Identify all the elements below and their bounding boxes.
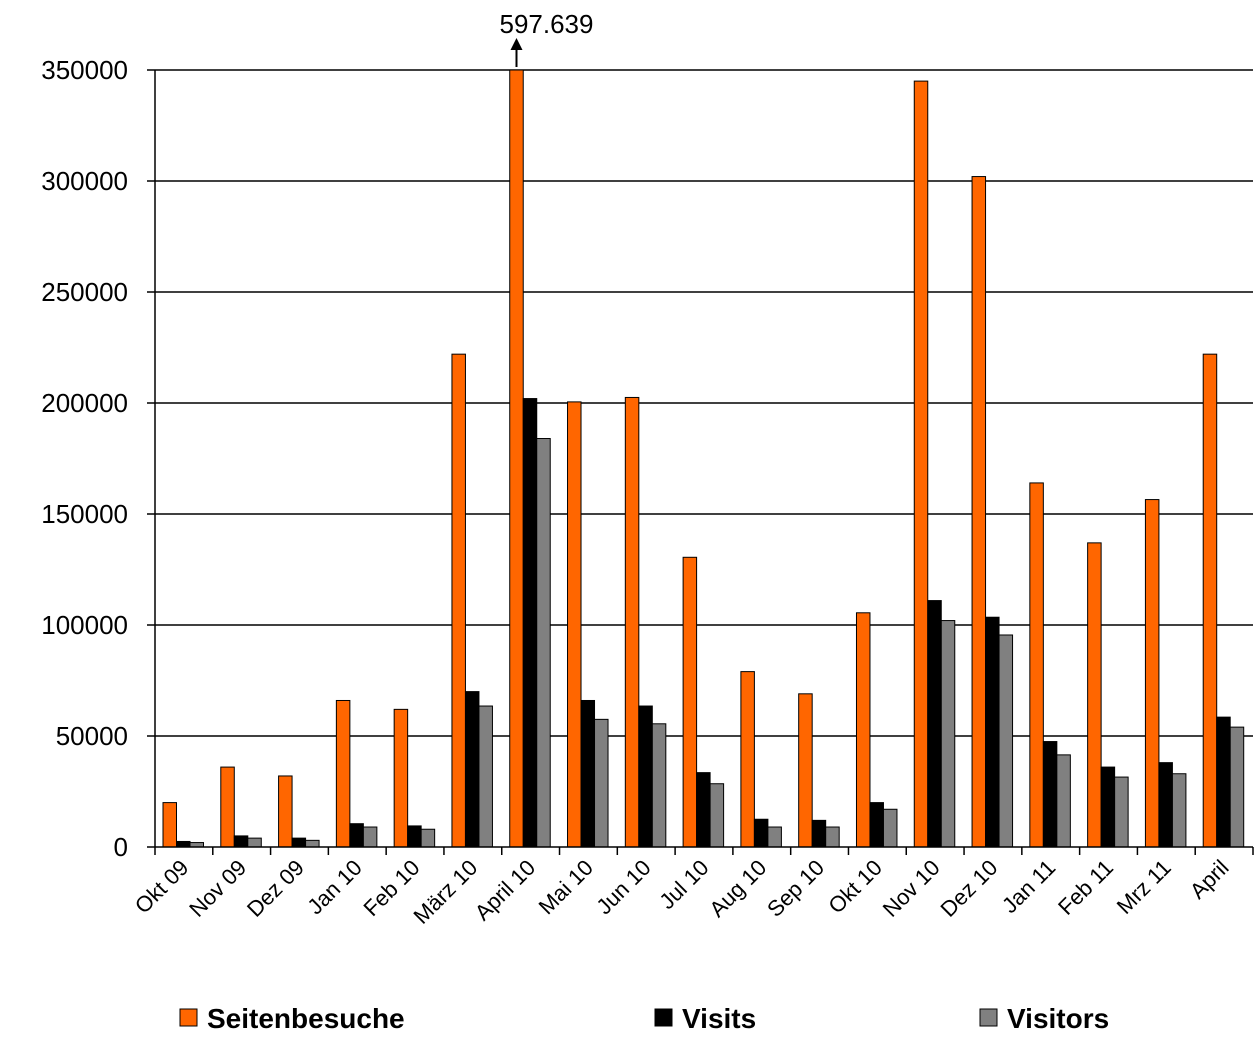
bar-seitenbesuche (855, 612, 871, 848)
bars (162, 69, 1245, 848)
y-tick-label: 100000 (41, 610, 128, 640)
bar-seitenbesuche (913, 80, 929, 848)
bar-seitenbesuche (740, 671, 755, 848)
x-tick-label: Nov 10 (878, 855, 945, 922)
bar-seitenbesuche (1029, 482, 1044, 848)
bar-seitenbesuche (220, 766, 235, 848)
bar-visits (1042, 741, 1058, 848)
bar-seitenbesuche (1144, 499, 1160, 848)
x-tick-label: Aug 10 (704, 855, 771, 922)
bar-seitenbesuche (451, 353, 466, 848)
bar-visitors (536, 438, 551, 848)
annotation-arrow-head (510, 38, 523, 50)
legend-label-visits: Visits (682, 1003, 756, 1034)
y-tick-label: 200000 (41, 388, 128, 418)
x-tick-label: Dez 10 (936, 855, 1003, 922)
bar-seitenbesuche (393, 708, 409, 848)
x-tick-label: April 10 (470, 855, 540, 925)
bar-visits (522, 398, 538, 848)
y-tick-label: 350000 (41, 55, 128, 85)
bar-visits (811, 819, 827, 848)
y-tick-label: 0 (114, 832, 128, 862)
bar-visitors (247, 837, 262, 848)
bar-visitors (1056, 754, 1071, 848)
bar-seitenbesuche (1087, 542, 1102, 848)
x-tick-label: Sep 10 (762, 855, 829, 922)
x-tick-label: Dez 09 (242, 855, 309, 922)
legend-swatch-visits (654, 1008, 673, 1027)
bar-visitors (1171, 773, 1187, 848)
bar-visits (985, 616, 1000, 848)
bar-visits (464, 691, 480, 848)
bar-visits (580, 699, 596, 848)
y-tick-label: 250000 (41, 277, 128, 307)
x-tick-label: März 10 (408, 855, 482, 929)
bar-visits (696, 772, 711, 848)
bar-visits (1158, 762, 1173, 848)
bar-visitors (420, 828, 436, 848)
bar-visitors (940, 620, 956, 848)
y-tick-label: 50000 (56, 721, 128, 751)
x-tick-label: Okt 10 (823, 855, 887, 919)
bar-seitenbesuche (1202, 353, 1218, 848)
x-tick-label: Mrz 11 (1112, 855, 1176, 919)
y-tick-label: 300000 (41, 166, 128, 196)
x-tick-label: April (1185, 855, 1234, 904)
bar-visits (407, 825, 422, 848)
bar-visits (349, 823, 364, 848)
bar-visitors (305, 839, 320, 848)
x-tick-label: Nov 09 (184, 855, 251, 922)
bar-visits (753, 818, 769, 848)
x-tick-label: Mai 10 (534, 855, 598, 919)
y-tick-label: 150000 (41, 499, 128, 529)
bar-visits (1100, 766, 1116, 848)
bar-seitenbesuche (682, 556, 698, 848)
annotation-label: 597.639 (499, 9, 593, 39)
legend-swatch-seitenbesuche (179, 1008, 198, 1027)
gridlines (147, 69, 1253, 848)
x-tick-label: Jan 11 (997, 855, 1060, 918)
bar-visitors (651, 723, 667, 848)
x-tick-label: Jan 10 (302, 855, 366, 919)
legend-label-visitors: Visitors (1007, 1003, 1109, 1034)
bar-visitors (882, 808, 898, 848)
y-tick-labels: 0 50000 100000 150000 200000 250000 300000 3500… (41, 55, 128, 862)
bar-seitenbesuche (624, 396, 640, 848)
bar-visitors (1114, 776, 1129, 848)
bar-visitors (767, 826, 782, 848)
bar-visitors (1229, 726, 1245, 848)
bar-visits (1216, 716, 1231, 848)
bar-visits (233, 835, 249, 848)
bar-seitenbesuche (798, 693, 813, 848)
bar-visitors (825, 826, 840, 848)
bar-seitenbesuche (162, 802, 177, 848)
x-tick-label: Jun 10 (591, 855, 655, 919)
bar-visitors (709, 783, 725, 848)
x-tick-label: Okt 09 (130, 855, 194, 919)
bar-visits (638, 705, 653, 848)
overflow-annotation: 597.639 (499, 9, 593, 67)
bar-visitors (478, 705, 493, 848)
legend-label-seitenbesuche: Seitenbesuche (207, 1003, 405, 1034)
axes (154, 70, 1254, 855)
bar-seitenbesuche (971, 176, 987, 848)
bar-visits (927, 600, 942, 848)
bar-visitors (594, 718, 609, 848)
bar-seitenbesuche (567, 401, 582, 848)
bar-visitors (362, 826, 378, 848)
bar-seitenbesuche (335, 699, 351, 848)
bar-visits (176, 840, 191, 848)
legend-swatch-visitors (979, 1008, 998, 1027)
x-tick-label: Feb 11 (1053, 855, 1118, 920)
bar-visits (291, 837, 307, 848)
bar-seitenbesuche (278, 775, 293, 848)
bar-seitenbesuche (509, 69, 524, 848)
bar-visitors (998, 634, 1014, 848)
bar-visits (869, 802, 884, 848)
legend: Seitenbesuche Visits Visitors (179, 1003, 1109, 1034)
